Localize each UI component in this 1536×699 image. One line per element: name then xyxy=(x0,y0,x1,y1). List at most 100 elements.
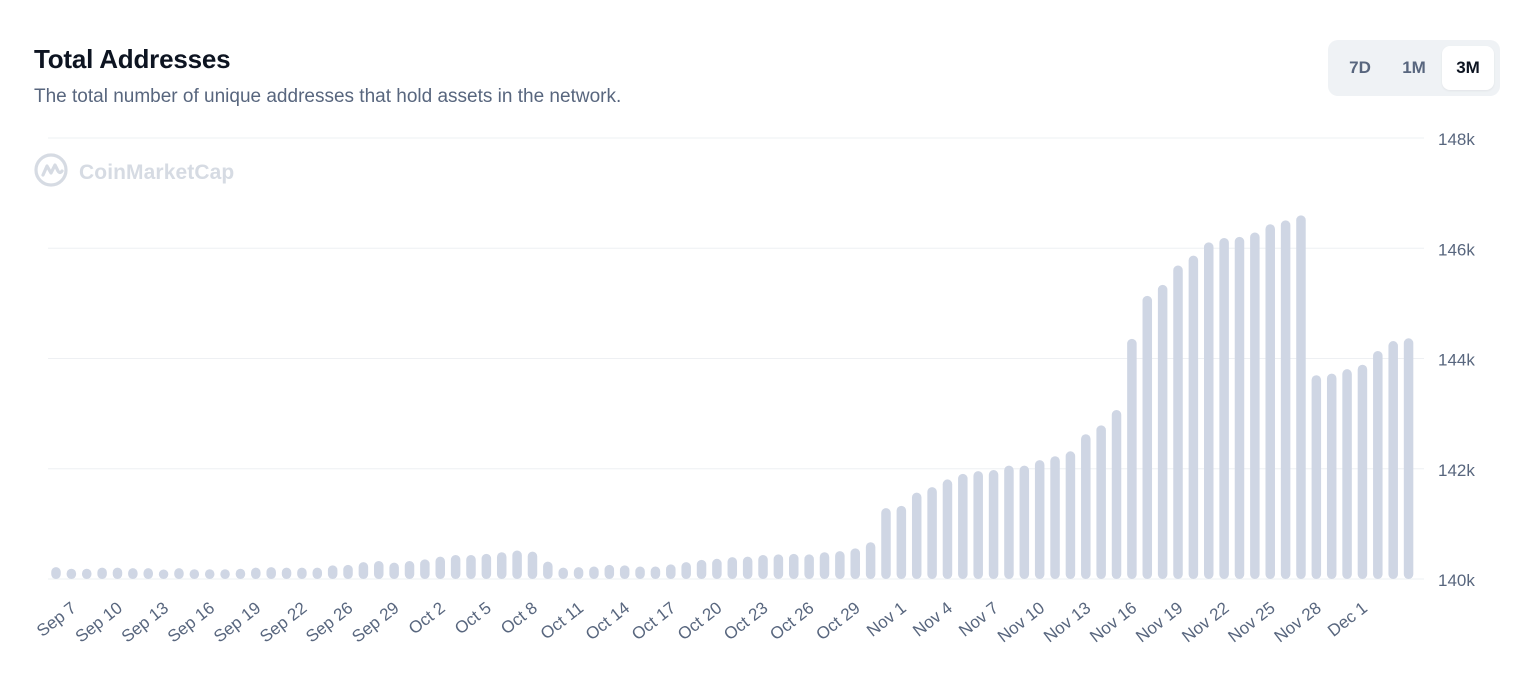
bar[interactable] xyxy=(973,471,983,579)
bar[interactable] xyxy=(1173,265,1183,579)
bar[interactable] xyxy=(220,569,230,579)
bar[interactable] xyxy=(1342,369,1352,579)
x-tick-label: Oct 2 xyxy=(405,598,449,638)
bar[interactable] xyxy=(835,551,845,579)
bar[interactable] xyxy=(619,565,630,579)
bar[interactable] xyxy=(235,568,246,579)
page-title: Total Addresses xyxy=(34,44,231,74)
bar[interactable] xyxy=(358,562,369,579)
bar[interactable] xyxy=(481,553,492,579)
bar[interactable] xyxy=(1326,373,1337,579)
bar[interactable] xyxy=(1096,425,1106,579)
bar[interactable] xyxy=(604,564,615,579)
bar[interactable] xyxy=(1234,236,1245,579)
bar[interactable] xyxy=(1373,350,1383,579)
bar[interactable] xyxy=(297,567,307,579)
bar[interactable] xyxy=(251,567,261,579)
bar[interactable] xyxy=(1388,341,1398,579)
bar[interactable] xyxy=(666,564,676,579)
bar[interactable] xyxy=(1019,465,1030,579)
bar[interactable] xyxy=(1219,237,1229,580)
bar[interactable] xyxy=(435,556,446,579)
bar[interactable] xyxy=(374,561,384,579)
bar[interactable] xyxy=(1157,284,1168,579)
bar[interactable] xyxy=(51,567,61,579)
coinmarketcap-watermark: CoinMarketCap xyxy=(33,152,234,193)
bar[interactable] xyxy=(911,492,922,579)
bar[interactable] xyxy=(1204,242,1214,579)
range-7d-button[interactable]: 7D xyxy=(1334,46,1386,90)
bar[interactable] xyxy=(558,567,568,579)
bar[interactable] xyxy=(881,508,891,579)
x-tick-label: Nov 28 xyxy=(1271,598,1325,646)
bar[interactable] xyxy=(927,487,937,579)
bar[interactable] xyxy=(865,542,876,579)
bar[interactable] xyxy=(804,554,814,579)
bar[interactable] xyxy=(1188,255,1199,579)
bar[interactable] xyxy=(1142,295,1153,579)
bar[interactable] xyxy=(942,479,953,579)
bar[interactable] xyxy=(174,568,184,579)
bar[interactable] xyxy=(1065,451,1076,579)
bar[interactable] xyxy=(97,567,107,579)
bar[interactable] xyxy=(312,567,323,579)
bar[interactable] xyxy=(1127,338,1137,579)
bar[interactable] xyxy=(650,566,661,579)
bar[interactable] xyxy=(1034,460,1045,579)
y-tick-label: 142k xyxy=(1438,461,1475,480)
bar[interactable] xyxy=(143,568,153,579)
bar[interactable] xyxy=(635,566,645,579)
bar[interactable] xyxy=(589,566,599,579)
x-tick-label: Sep 19 xyxy=(210,598,264,646)
range-1m-button[interactable]: 1M xyxy=(1388,46,1440,90)
bar[interactable] xyxy=(112,567,123,579)
bar[interactable] xyxy=(450,554,461,579)
bar[interactable] xyxy=(281,567,292,579)
bar[interactable] xyxy=(988,470,999,579)
bar[interactable] xyxy=(789,553,799,579)
range-3m-button[interactable]: 3M xyxy=(1442,46,1494,90)
bar[interactable] xyxy=(1004,465,1014,579)
bar[interactable] xyxy=(1081,434,1091,579)
bar[interactable] xyxy=(204,569,215,579)
bar[interactable] xyxy=(573,567,584,579)
bar[interactable] xyxy=(496,552,507,579)
bar[interactable] xyxy=(896,505,907,579)
x-tick-label: Nov 16 xyxy=(1086,598,1140,646)
bar[interactable] xyxy=(512,550,522,579)
bar[interactable] xyxy=(158,569,169,580)
bar[interactable] xyxy=(1296,215,1306,579)
bar[interactable] xyxy=(189,569,200,579)
bar[interactable] xyxy=(727,557,738,579)
bar[interactable] xyxy=(1050,456,1060,579)
bar[interactable] xyxy=(81,568,92,579)
bar[interactable] xyxy=(1250,232,1260,579)
bar[interactable] xyxy=(420,559,430,579)
bar[interactable] xyxy=(712,558,722,579)
bar[interactable] xyxy=(1357,364,1368,579)
bar[interactable] xyxy=(773,554,784,579)
bar[interactable] xyxy=(850,548,860,579)
bar[interactable] xyxy=(266,567,276,579)
bar[interactable] xyxy=(1311,375,1322,579)
bar[interactable] xyxy=(681,562,691,579)
bar[interactable] xyxy=(128,568,138,579)
bar[interactable] xyxy=(466,554,476,579)
bar[interactable] xyxy=(1280,220,1291,579)
bar[interactable] xyxy=(1403,338,1414,579)
bar[interactable] xyxy=(696,559,707,579)
bar[interactable] xyxy=(404,561,415,579)
bar[interactable] xyxy=(343,564,353,579)
bar[interactable] xyxy=(958,473,968,579)
bar[interactable] xyxy=(66,568,77,579)
bar[interactable] xyxy=(327,565,338,579)
page-subtitle: The total number of unique addresses tha… xyxy=(34,86,622,107)
bar[interactable] xyxy=(527,551,538,579)
bar[interactable] xyxy=(543,561,553,579)
bar[interactable] xyxy=(389,562,399,579)
bar[interactable] xyxy=(819,552,830,579)
bar[interactable] xyxy=(1265,224,1275,579)
bar[interactable] xyxy=(758,554,768,579)
bar[interactable] xyxy=(1111,409,1122,579)
bar[interactable] xyxy=(742,556,753,579)
